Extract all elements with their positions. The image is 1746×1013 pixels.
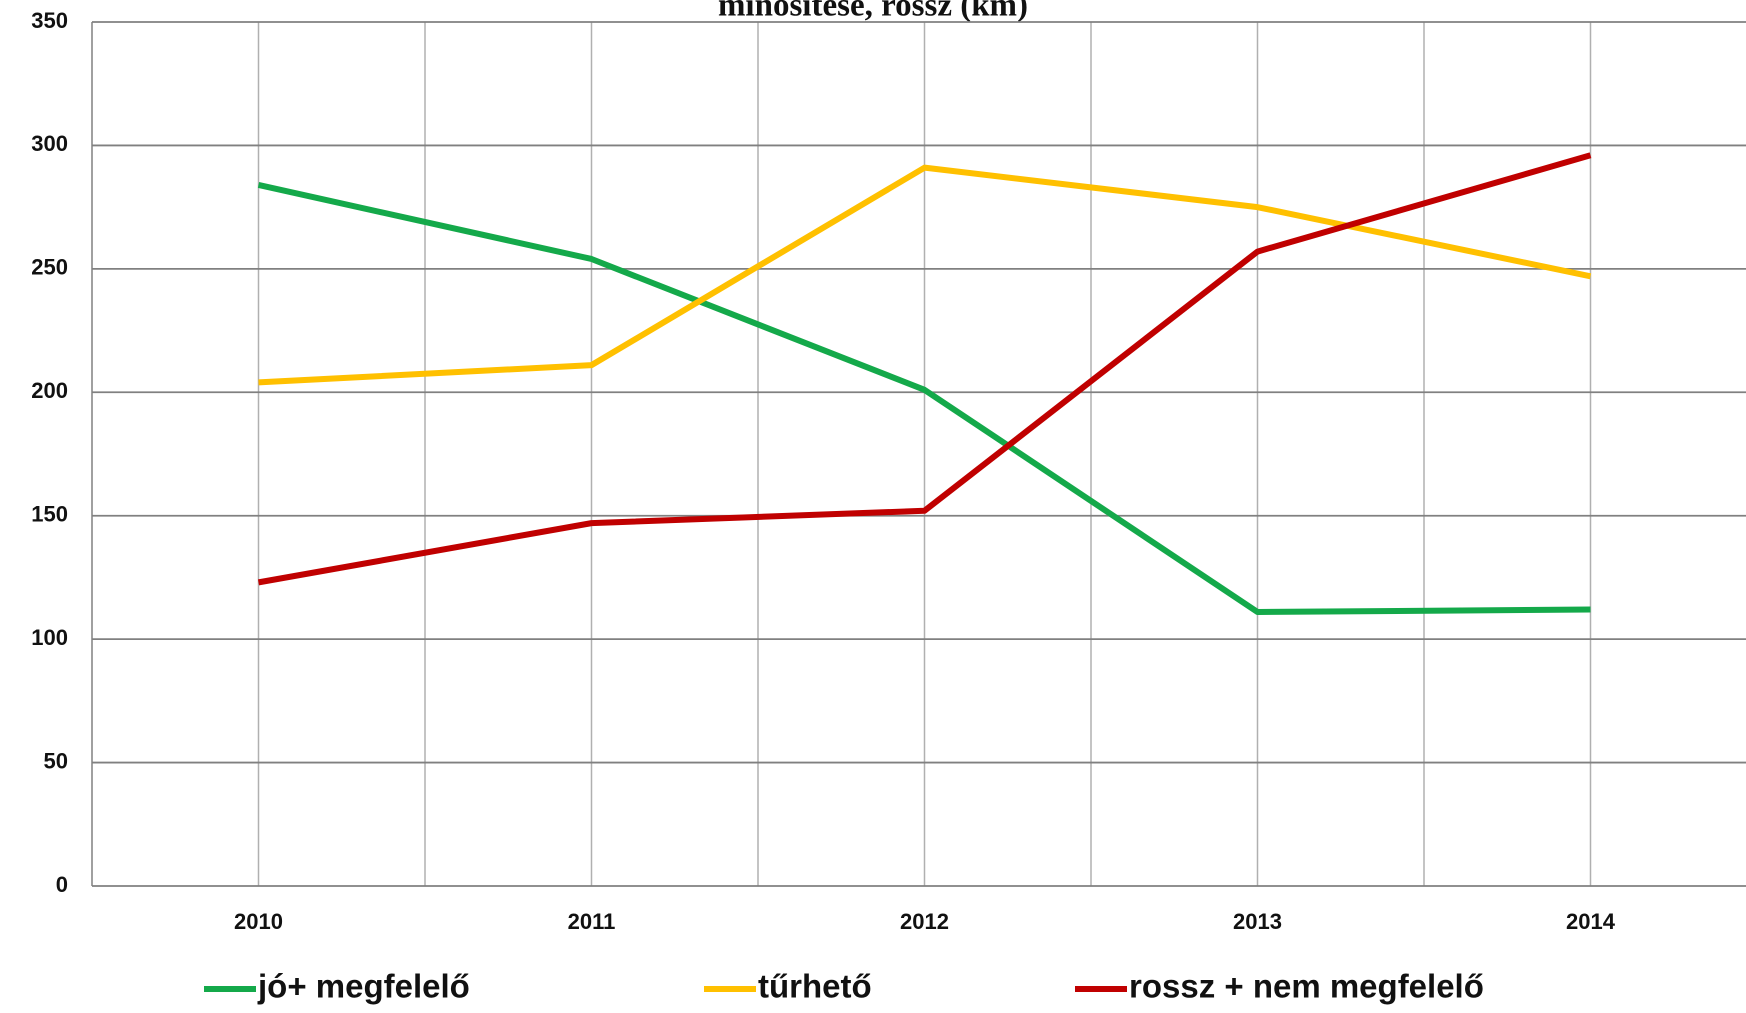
x-tick-label: 2014 bbox=[1566, 909, 1616, 934]
y-tick-label: 150 bbox=[31, 502, 68, 527]
x-tick-label: 2013 bbox=[1233, 909, 1282, 934]
series-line bbox=[257, 181, 1591, 615]
y-tick-label: 250 bbox=[31, 255, 68, 280]
x-tick-label: 2012 bbox=[900, 909, 949, 934]
y-tick-label: 300 bbox=[31, 131, 68, 156]
x-tick-label: 2011 bbox=[568, 909, 616, 934]
x-tick-label: 2010 bbox=[234, 909, 283, 934]
chart-title: minősítése, rossz (km) bbox=[718, 0, 1028, 24]
y-tick-label: 0 bbox=[56, 872, 68, 897]
y-tick-label: 50 bbox=[44, 748, 68, 773]
legend-label: tűrhető bbox=[758, 968, 872, 1005]
legend-label: jó+ megfelelő bbox=[257, 968, 470, 1005]
y-tick-label: 100 bbox=[31, 625, 68, 650]
legend-label: rossz + nem megfelelő bbox=[1129, 968, 1484, 1005]
series-line bbox=[257, 152, 1592, 586]
y-tick-label: 350 bbox=[31, 8, 68, 33]
y-tick-label: 200 bbox=[31, 378, 68, 403]
series-line bbox=[258, 164, 1592, 386]
